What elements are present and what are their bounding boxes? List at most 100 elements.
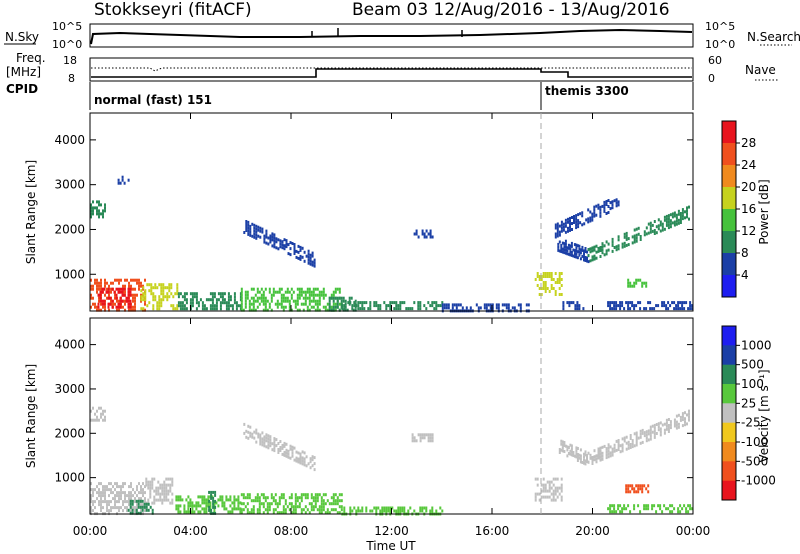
range-cell	[599, 446, 602, 450]
range-cell	[102, 209, 104, 213]
range-cell	[359, 301, 362, 305]
range-cell	[135, 511, 138, 515]
range-cell	[653, 426, 656, 430]
range-cell	[165, 486, 168, 490]
range-cell	[675, 426, 678, 430]
range-cell	[334, 296, 337, 300]
range-cell	[118, 278, 120, 282]
range-cell	[211, 295, 214, 299]
range-cell	[540, 293, 543, 296]
range-cell	[615, 201, 618, 205]
range-cell	[221, 292, 224, 296]
range-cell	[336, 496, 339, 500]
range-cell	[569, 216, 571, 220]
range-cell	[581, 223, 584, 227]
range-cell	[132, 305, 134, 309]
range-cell	[445, 306, 448, 310]
range-cell	[558, 486, 561, 490]
range-cell	[126, 506, 128, 510]
range-cell	[270, 293, 273, 297]
range-cell	[560, 489, 563, 493]
range-cell	[210, 496, 213, 500]
range-cell	[92, 503, 94, 507]
range-cell	[332, 299, 335, 303]
range-cell	[183, 292, 186, 296]
range-cell	[229, 295, 232, 299]
range-cell	[629, 437, 632, 440]
range-cell	[159, 498, 162, 502]
range-cell	[142, 298, 145, 302]
range-cell	[278, 290, 281, 294]
range-cell	[111, 305, 114, 309]
range-cell	[667, 418, 670, 421]
range-cell	[244, 293, 247, 297]
range-cell	[288, 302, 291, 306]
range-cell	[677, 301, 680, 305]
range-cell	[525, 303, 528, 307]
range-cell	[455, 306, 458, 310]
range-cell	[117, 290, 120, 294]
range-cell	[536, 272, 539, 275]
range-cell	[635, 434, 638, 438]
range-cell	[587, 208, 590, 212]
range-cell	[205, 498, 208, 502]
range-cell	[334, 302, 337, 306]
range-cell	[233, 504, 236, 508]
range-cell	[627, 446, 630, 450]
range-cell	[249, 233, 252, 237]
range-cell	[266, 502, 269, 506]
range-cell	[649, 230, 652, 234]
range-cell	[199, 495, 202, 499]
range-cell	[149, 486, 152, 490]
range-cell	[347, 301, 350, 305]
range-cell	[611, 453, 614, 457]
range-cell	[623, 439, 626, 443]
range-cell	[274, 508, 277, 512]
range-cell	[542, 486, 545, 490]
range-cell	[334, 308, 337, 312]
range-cell	[126, 500, 128, 504]
range-cell	[344, 308, 347, 312]
range-cell	[197, 501, 200, 505]
range-cell	[548, 275, 551, 278]
range-cell	[302, 302, 305, 306]
range-cell	[391, 301, 394, 305]
range-cell	[174, 307, 177, 311]
range-cell	[92, 418, 94, 422]
range-cell	[631, 235, 634, 239]
range-cell	[235, 301, 238, 305]
colorbar-tick-label: 25	[741, 396, 756, 410]
range-cell	[231, 307, 234, 311]
range-cell	[397, 509, 400, 513]
range-cell	[163, 495, 166, 499]
range-cell	[115, 296, 118, 300]
range-cell	[443, 303, 446, 307]
range-cell	[407, 307, 410, 311]
range-cell	[399, 304, 402, 308]
range-cell	[647, 490, 650, 494]
range-cell	[90, 409, 92, 413]
range-cell	[379, 304, 382, 308]
range-cell	[290, 296, 293, 300]
range-cell	[160, 289, 163, 293]
range-cell	[617, 200, 620, 204]
range-cell	[252, 305, 255, 309]
range-cell	[497, 303, 500, 307]
range-cell	[653, 423, 656, 427]
range-cell	[631, 487, 634, 491]
range-cell	[507, 306, 510, 310]
range-cell	[681, 424, 684, 428]
range-cell	[389, 307, 392, 311]
range-cell	[302, 308, 305, 312]
range-cell	[262, 290, 265, 294]
range-cell	[566, 246, 569, 250]
range-cell	[215, 301, 218, 305]
range-cell	[262, 308, 265, 312]
range-cell	[215, 304, 218, 308]
range-cell	[322, 505, 325, 509]
range-cell	[132, 287, 134, 291]
range-cell	[310, 299, 313, 303]
range-cell	[421, 506, 424, 510]
